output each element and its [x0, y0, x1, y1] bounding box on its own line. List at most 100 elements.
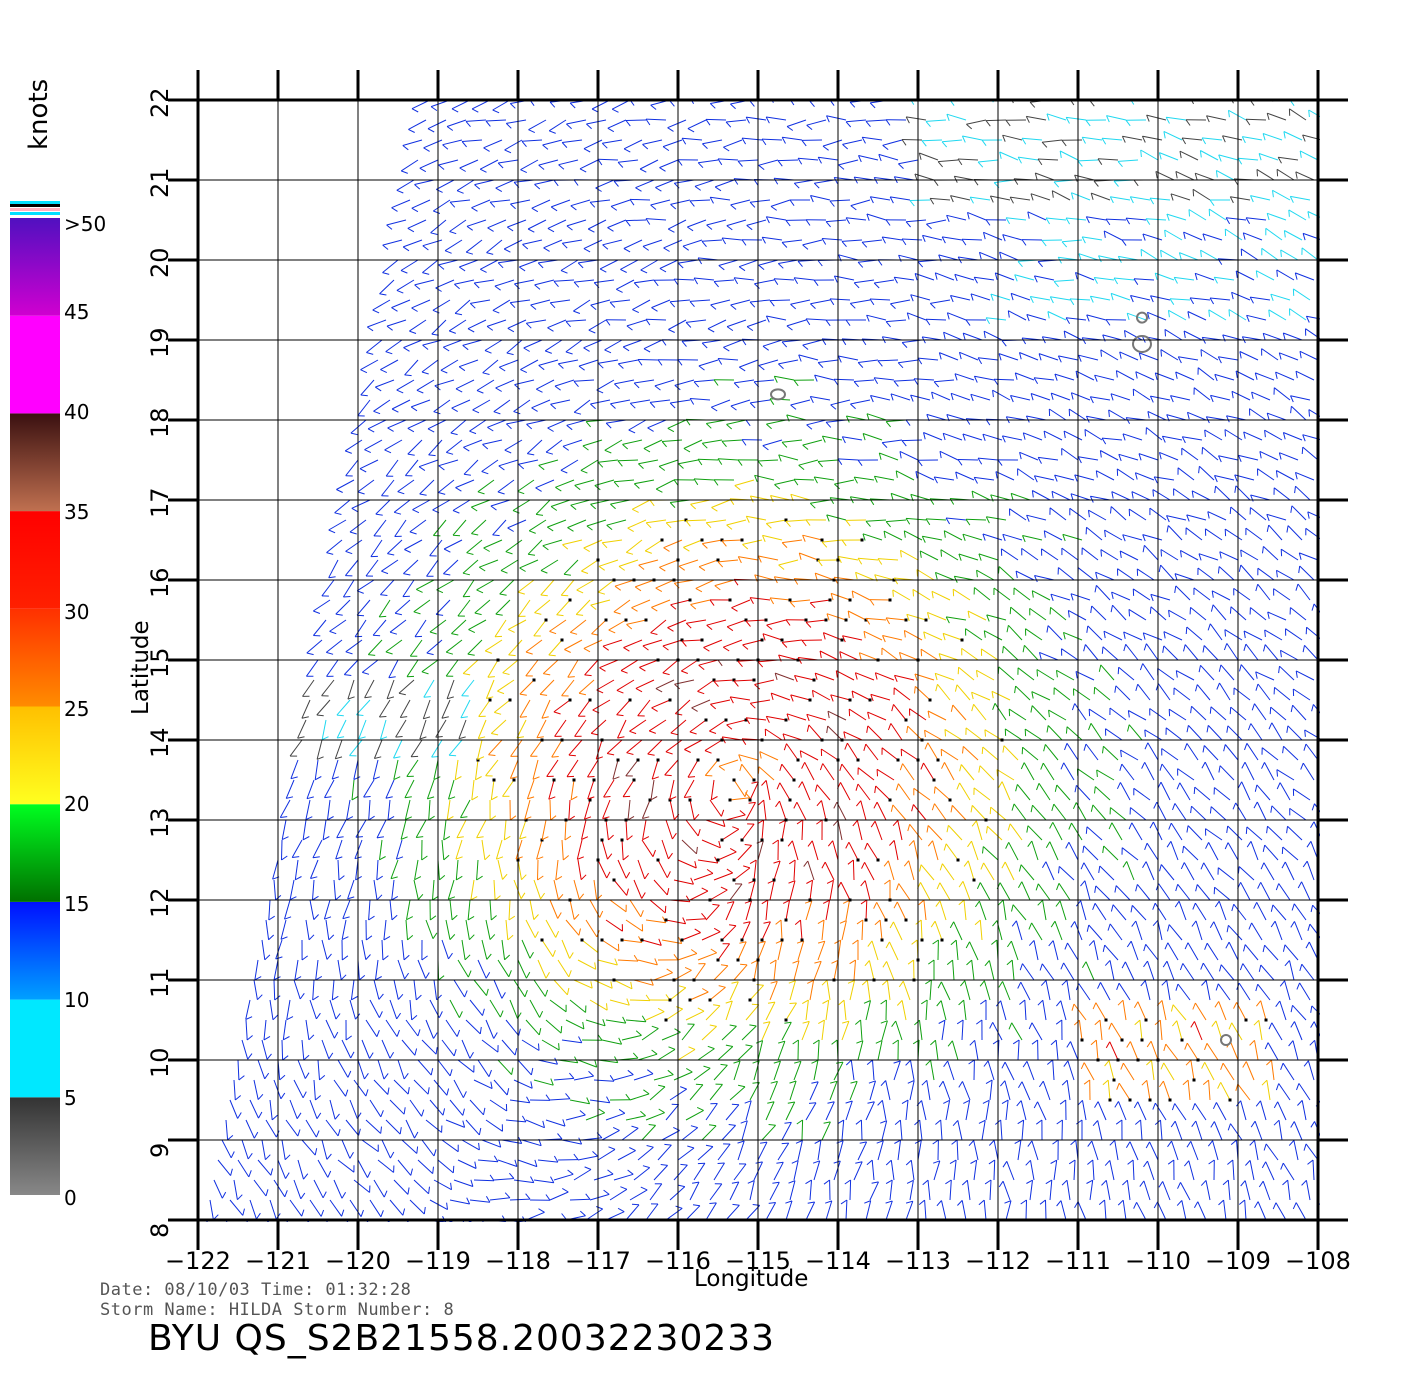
wind-vector: [1029, 1180, 1033, 1201]
wind-vector: [1110, 506, 1127, 521]
wind-vector: [385, 1219, 390, 1222]
wind-vector: [436, 179, 455, 190]
wind-vector: [1038, 456, 1059, 461]
wind-vector: [761, 1021, 771, 1041]
wind-vector: [858, 155, 879, 161]
wind-vector: [426, 779, 435, 800]
wind-vector: [1206, 115, 1227, 121]
wind-vector: [984, 630, 1003, 641]
wind-vector: [781, 820, 786, 841]
wind-vector: [1031, 840, 1039, 861]
wind-vector: [657, 1048, 676, 1061]
wind-vector: [1176, 1020, 1183, 1041]
wind-vector: [1109, 960, 1115, 981]
wind-vector: [1085, 644, 1099, 661]
wind-vector: [1299, 150, 1319, 161]
wind-vector: [782, 239, 803, 243]
wind-vector: [241, 1139, 249, 1160]
wind-vector: [542, 139, 563, 146]
wind-vector: [985, 1100, 990, 1121]
wind-vector: [403, 339, 423, 349]
wind-vector: [601, 1039, 622, 1045]
wind-vector: [566, 219, 587, 227]
wind-vector: [1009, 508, 1027, 521]
wind-vector: [564, 819, 567, 841]
rain-flag-dot: [712, 678, 716, 682]
wind-vector: [1170, 395, 1191, 401]
wind-vector: [416, 579, 435, 590]
wind-vector: [786, 743, 799, 761]
wind-vector: [701, 239, 723, 242]
wind-vector: [829, 298, 851, 301]
wind-vector: [1146, 1080, 1151, 1101]
wind-vector: [595, 739, 603, 760]
wind-vector: [1312, 1159, 1315, 1181]
wind-vector: [1284, 944, 1299, 961]
wind-vector: [225, 1119, 229, 1140]
wind-vector: [1301, 247, 1319, 261]
wind-vector: [1033, 940, 1039, 961]
wind-vector: [570, 499, 591, 506]
longitude-tick-label: −113: [885, 1247, 951, 1275]
wind-vector: [858, 359, 879, 363]
wind-vector: [536, 839, 543, 860]
wind-vector: [372, 759, 379, 780]
wind-vector: [762, 339, 783, 347]
wind-vector: [1285, 628, 1303, 641]
wind-vector: [920, 882, 931, 901]
wind-vector: [737, 1045, 753, 1061]
wind-vector: [565, 339, 583, 353]
wind-vector: [1264, 429, 1283, 441]
wind-vector: [698, 659, 719, 666]
wind-vector: [661, 1031, 681, 1041]
wind-vector: [1133, 588, 1151, 601]
wind-vector: [527, 539, 543, 555]
wind-vector: [1309, 923, 1320, 939]
wind-vector: [627, 519, 647, 529]
wind-vector: [952, 704, 967, 721]
wind-vector: [421, 1039, 437, 1055]
wind-vector: [940, 1119, 943, 1141]
wind-vector: [713, 679, 735, 682]
wind-vector: [425, 1119, 442, 1133]
wind-vector: [481, 839, 486, 860]
wind-vector: [623, 639, 643, 649]
wind-vector: [535, 499, 551, 515]
wind-vector: [213, 1179, 223, 1199]
wind-vector: [1066, 1080, 1071, 1101]
wind-vector: [637, 1053, 658, 1061]
wind-vector: [1061, 547, 1079, 561]
wind-vector: [441, 839, 445, 860]
wind-vector: [359, 459, 379, 470]
wind-vector: [721, 925, 737, 941]
wind-vector: [1298, 1083, 1311, 1101]
wind-vector: [786, 319, 807, 327]
wind-vector: [860, 1019, 863, 1041]
wind-vector: [934, 803, 947, 821]
wind-vector: [882, 635, 903, 641]
wind-vector: [444, 239, 463, 252]
wind-vector: [1238, 866, 1255, 881]
wind-vector: [334, 739, 343, 759]
wind-vector: [913, 840, 919, 861]
wind-vector: [1188, 725, 1203, 741]
wind-vector: [605, 1019, 626, 1024]
wind-vector: [1182, 963, 1195, 981]
wind-vector: [432, 499, 451, 511]
wind-vector: [741, 763, 755, 781]
wind-vector: [617, 719, 627, 739]
wind-vector: [1006, 217, 1027, 221]
wind-vector: [569, 1099, 590, 1105]
wind-vector: [1157, 683, 1171, 701]
wind-vector: [730, 399, 751, 407]
wind-vector: [221, 1139, 232, 1159]
wind-vector: [1305, 1143, 1319, 1161]
wind-vector: [982, 746, 999, 761]
wind-vector: [368, 799, 371, 821]
wind-vector: [1166, 414, 1187, 421]
wind-vector: [657, 1144, 672, 1161]
wind-vector: [365, 1219, 369, 1222]
wind-vector: [953, 1160, 957, 1181]
wind-vector: [596, 679, 615, 691]
wind-vector: [678, 459, 699, 465]
